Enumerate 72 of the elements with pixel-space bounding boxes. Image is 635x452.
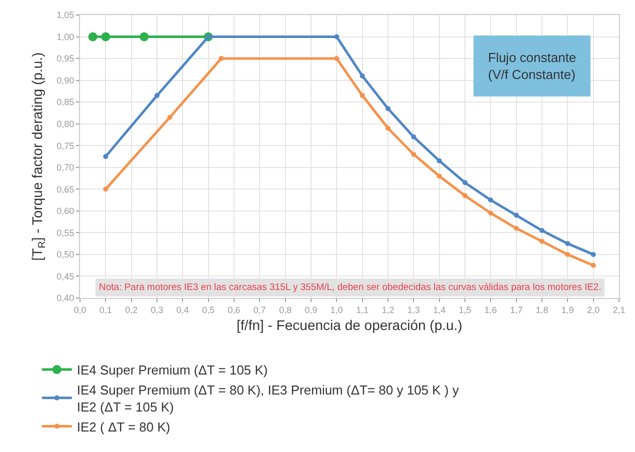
point [103,154,108,159]
point [140,32,149,42]
x-tick-label: 0,0 [74,304,86,315]
x-tick-label: 0,1 [99,304,112,315]
point [514,212,519,218]
point [540,228,544,234]
point [386,126,390,131]
x-tick-label: 0,6 [228,304,240,315]
point [88,32,98,42]
point [590,252,596,257]
x-tick-label: 0,3 [150,304,164,315]
y-tick-label: 0,60 [56,206,74,216]
y-tick-label: 0,45 [56,271,74,282]
legend-label: IE4 Super Premium (ΔT = 105 K) [76,362,268,378]
x-tick-label: 0,7 [253,304,266,315]
point [411,134,416,140]
y-tick-label: 0,90 [56,75,74,86]
point [103,186,108,192]
x-tick-label: 0,8 [279,304,292,315]
point [462,180,468,186]
legend-label: IE4 Super Premium (ΔT = 80 K), IE3 Premium (ΔT= 80 y 105 K ) y IE2 (ΔT = 105 K) [76,382,460,414]
point [360,73,365,78]
y-tick-label: 0,95 [56,54,74,64]
y-tick-label: 0,85 [56,97,74,108]
x-tick-label: 1,8 [536,304,548,315]
point [167,114,172,120]
point [360,93,365,98]
annotation: Nota: Para motores IE3 en las carcasas 315L y 355M/L, deben ser obedecidas las curvas válidas para los motores IE2. [99,282,602,293]
x-tick-label: 0,4 [176,304,189,315]
y-tick-label: 0,80 [56,119,74,129]
legend-label: IE2 ( ΔT = 80 K) [76,419,170,434]
point [565,252,570,257]
x-tick-label: 2,1 [612,304,626,315]
annotation: Flujo constante (V/f Constante) [488,50,576,82]
point [590,262,596,268]
point [218,56,224,62]
point [565,241,570,246]
point [154,93,160,98]
y-tick-label: 0,70 [56,162,74,173]
x-tick-label: 1,2 [382,304,394,315]
y-tick-label: 0,55 [56,228,74,238]
point [436,174,442,179]
y-tick-label: 0,40 [56,293,74,304]
point [411,152,416,157]
point [462,193,468,198]
point [488,210,494,216]
x-tick-label: 1,7 [510,304,523,315]
x-tick-label: 1,6 [484,304,497,315]
x-tick-label: 1,9 [561,304,574,315]
x-tick-label: 0,9 [304,304,318,315]
point [101,32,110,42]
point [540,238,544,244]
y-tick-label: 1,05 [56,10,74,20]
x-tick-label: 0,5 [202,304,215,315]
y-tick-label: 0,65 [56,184,74,194]
y-tick-label: 1,00 [56,32,74,42]
point [514,226,519,231]
point [334,34,340,40]
point [334,56,340,62]
x-tick-label: 1,3 [407,304,420,315]
x-tick-label: 1,5 [458,304,472,315]
x-tick-label: 1,4 [433,304,446,315]
point [386,106,390,112]
x-tick-label: 1,1 [356,304,369,315]
x-tick-label: 0,2 [125,304,138,315]
x-axis-title: [f/fn] - Fecuencia de operación (p.u.) [236,317,462,334]
y-tick-label: 0,75 [56,140,74,151]
y-tick-label: 0,50 [56,250,74,260]
point [488,198,494,203]
x-tick-label: 1,0 [330,304,343,315]
point [436,158,442,164]
x-tick-label: 2,0 [587,304,600,315]
